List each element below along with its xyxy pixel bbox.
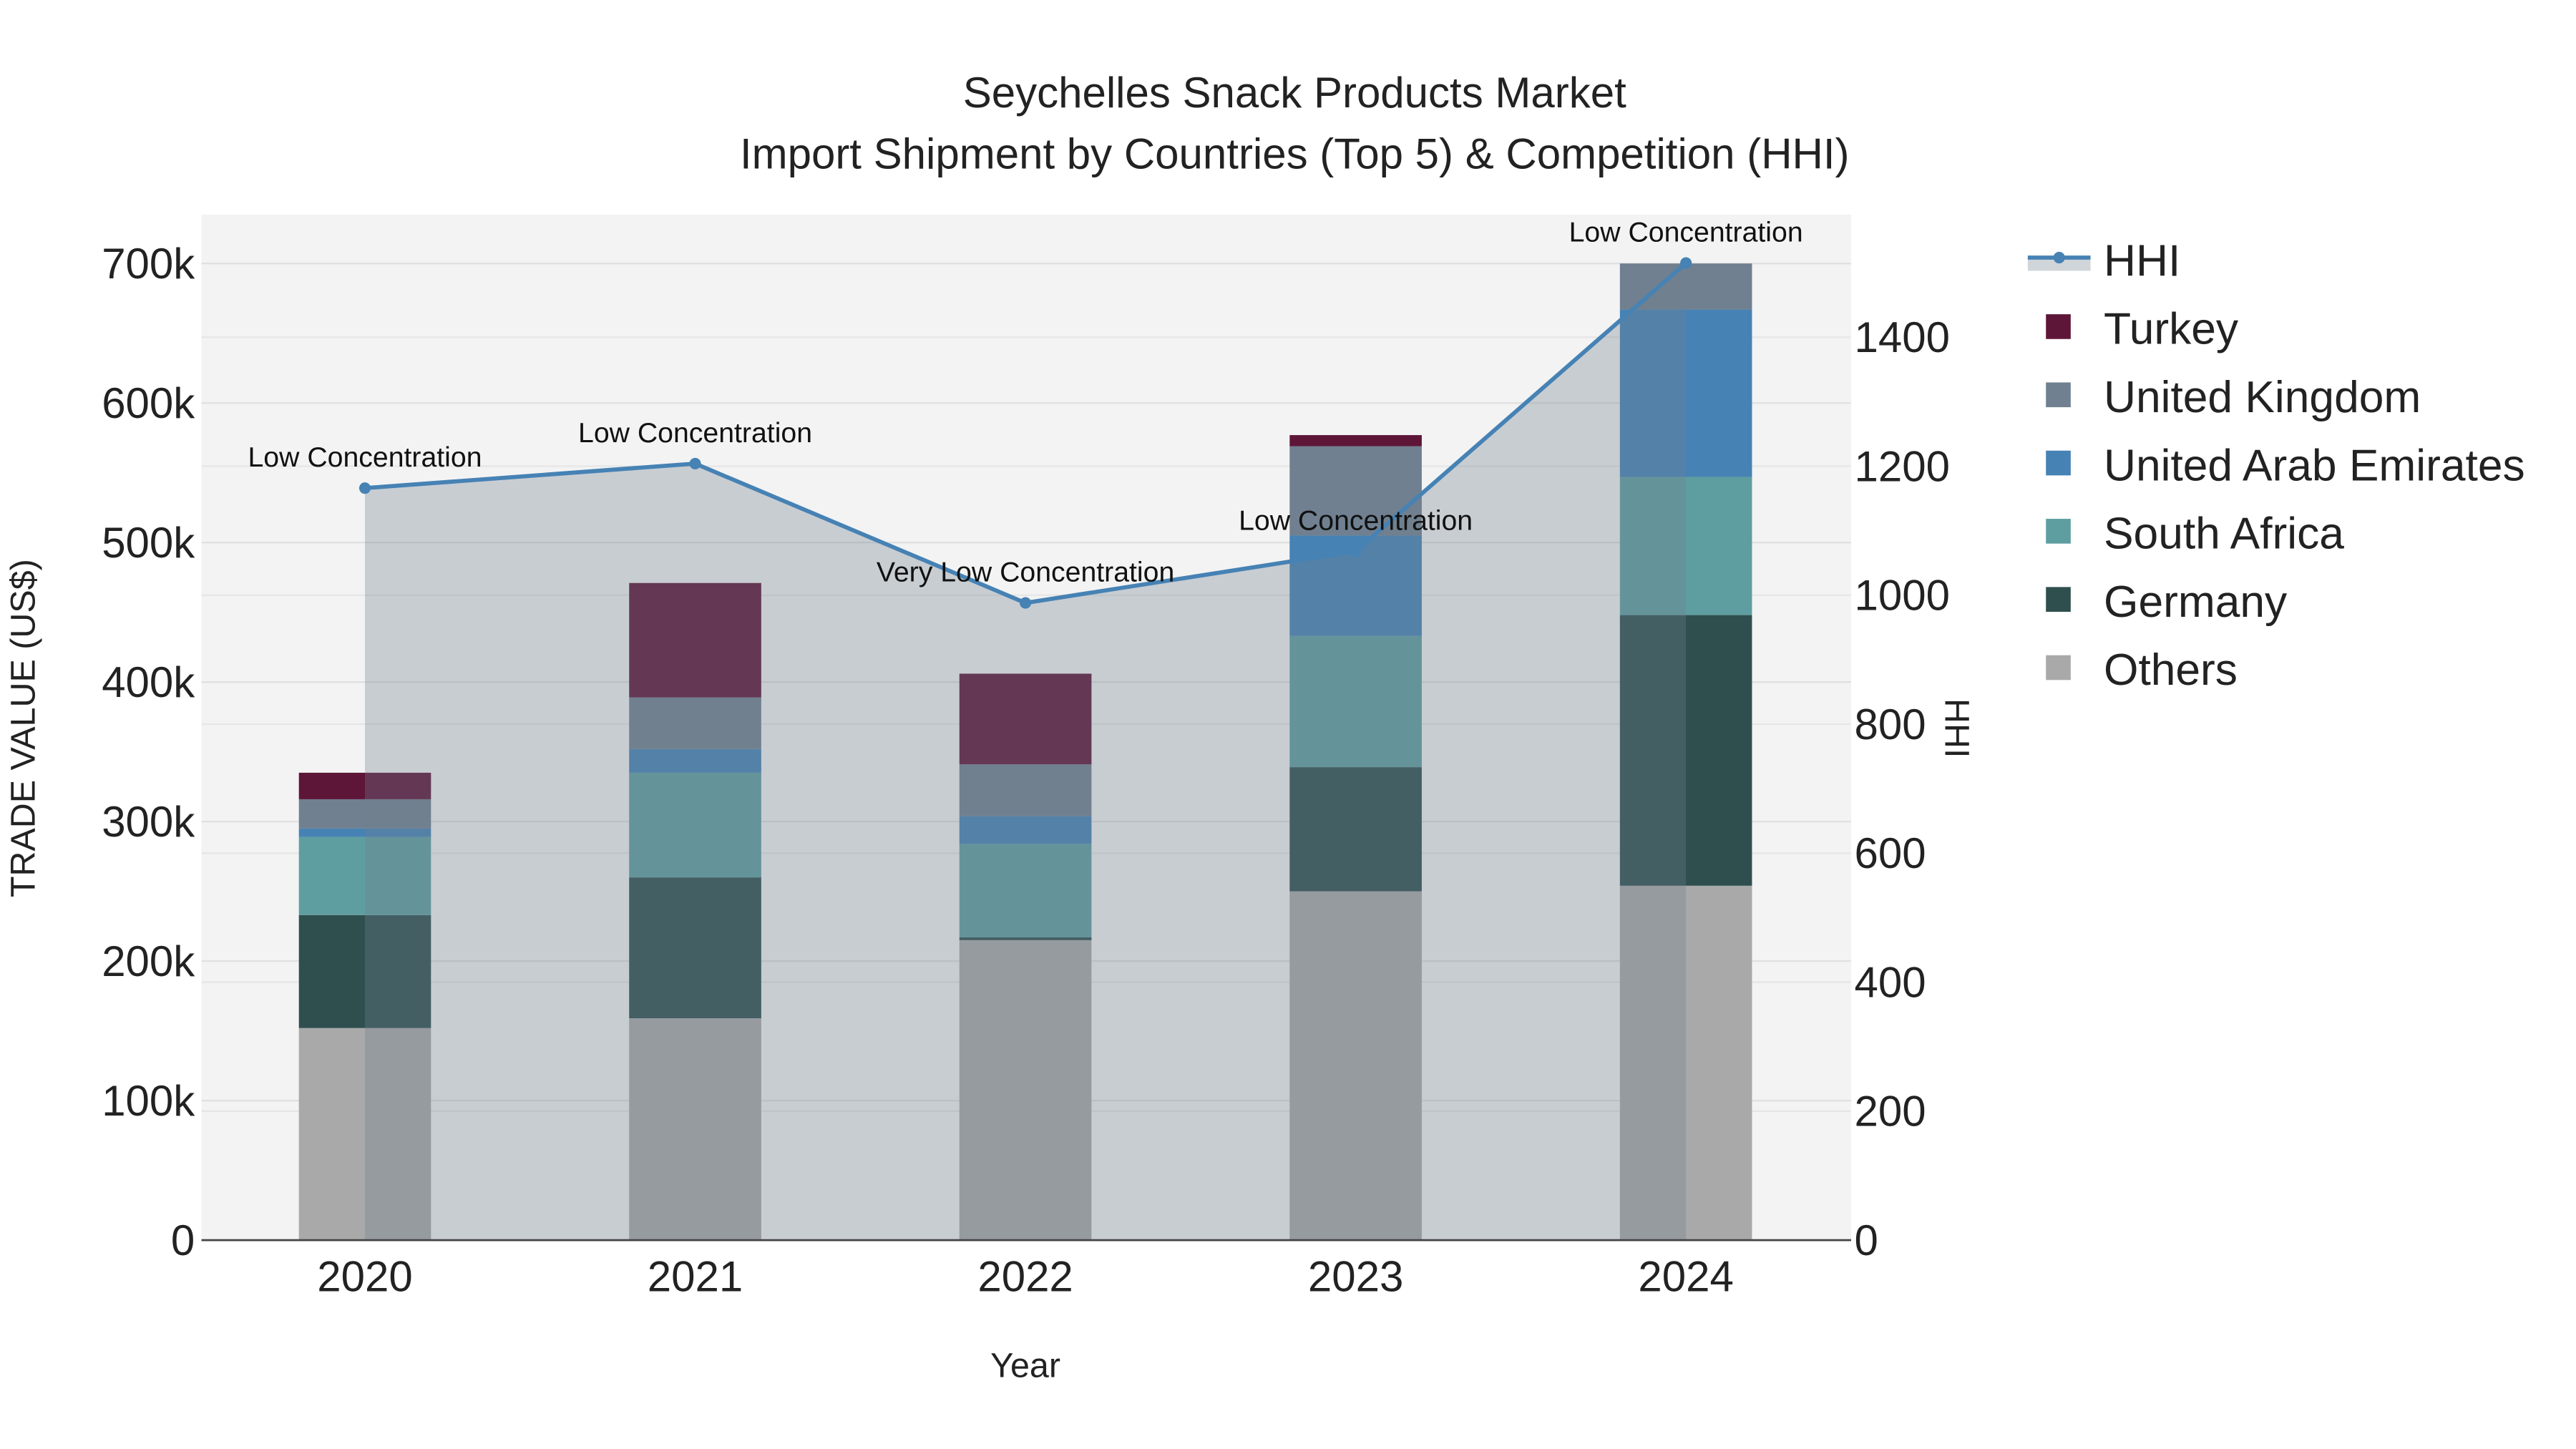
legend: HHI Turkey United Kingdom United Arab Emira…: [2027, 236, 2525, 695]
y-tick-label: 500k: [102, 519, 195, 567]
legend-label: HHI: [2104, 236, 2180, 286]
y-tick-label: 0: [171, 1216, 195, 1264]
hhi-series: Low Concentration Low Concentration Very L…: [248, 217, 1803, 1241]
hhi-annotation: Very Low Concentration: [877, 557, 1174, 588]
bar-united-arab-emirates-2022: [959, 816, 1092, 844]
bar-others-2022: [959, 940, 1092, 1241]
x-tick-label: 2024: [1638, 1253, 1733, 1301]
bar-germany-2020: [298, 914, 431, 1028]
y2-tick-label: 800: [1855, 701, 1926, 748]
legend-item-south-africa[interactable]: South Africa: [2046, 509, 2344, 559]
bar-turkey-2021: [629, 582, 761, 698]
y-tick-label: 400k: [102, 658, 195, 706]
legend-item-germany[interactable]: Germany: [2046, 577, 2288, 627]
legend-swatch-marker: [2053, 251, 2065, 264]
hhi-point-2020: [358, 482, 371, 494]
bar-others-2024: [1619, 885, 1752, 1241]
bar-united-arab-emirates-2024: [1619, 309, 1752, 477]
hhi-annotation: Low Concentration: [1569, 217, 1803, 248]
x-tick-label: 2020: [317, 1253, 412, 1301]
hhi-annotation: Low Concentration: [1239, 504, 1473, 536]
y2-tick-label: 400: [1855, 958, 1926, 1006]
x-tick-label: 2021: [648, 1253, 743, 1301]
bar-south-africa-2023: [1289, 635, 1422, 768]
bar-germany-2023: [1289, 767, 1422, 892]
legend-swatch: [2046, 519, 2071, 544]
hhi-area: [365, 263, 1687, 1241]
hhi-point-2021: [689, 457, 701, 469]
legend-item-others[interactable]: Others: [2046, 645, 2238, 695]
hhi-annotation: Low Concentration: [248, 441, 482, 473]
bar-turkey-2020: [298, 772, 431, 799]
bar-others-2023: [1289, 891, 1422, 1241]
legend-item-hhi[interactable]: HHI: [2027, 236, 2180, 286]
bar-germany-2024: [1619, 615, 1752, 886]
y-tick-label: 300k: [102, 798, 195, 846]
chart-subtitle: Import Shipment by Countries (Top 5) & C…: [740, 130, 1850, 177]
legend-swatch: [2046, 587, 2071, 612]
x-axis-title: Year: [990, 1347, 1060, 1385]
legend-swatch: [2046, 314, 2071, 339]
y2-axis-title: HHI: [1937, 698, 1976, 758]
bar-united-arab-emirates-2021: [629, 748, 761, 773]
legend-label: United Kingdom: [2104, 373, 2421, 422]
bar-united-kingdom-2020: [298, 799, 431, 829]
legend-label: Germany: [2104, 577, 2288, 627]
bar-turkey-2022: [959, 673, 1092, 765]
bar-south-africa-2022: [959, 844, 1092, 937]
y2-tick-label: 0: [1855, 1216, 1878, 1264]
y-tick-label: 700k: [102, 240, 195, 288]
hhi-annotation: Low Concentration: [578, 417, 812, 449]
chart-title: Seychelles Snack Products Market: [963, 69, 1626, 117]
bar-germany-2022: [959, 937, 1092, 940]
bar-south-africa-2020: [298, 836, 431, 915]
bars: [298, 263, 1752, 1241]
legend-swatch-area: [2027, 258, 2091, 271]
legend-label: South Africa: [2104, 509, 2344, 559]
bar-united-kingdom-2023: [1289, 446, 1422, 536]
legend-item-united-arab-emirates[interactable]: United Arab Emirates: [2046, 441, 2525, 490]
bar-united-kingdom-2021: [629, 697, 761, 749]
y2-tick-label: 1000: [1855, 572, 1950, 620]
legend-label: Turkey: [2104, 305, 2239, 354]
y2-tick-label: 600: [1855, 829, 1926, 877]
hhi-point-2022: [1020, 597, 1032, 609]
bar-south-africa-2021: [629, 772, 761, 878]
y-tick-label: 600k: [102, 379, 195, 427]
y2-tick-label: 1200: [1855, 442, 1950, 490]
y-tick-label: 100k: [102, 1077, 195, 1125]
bar-united-kingdom-2022: [959, 764, 1092, 816]
y-tick-label: 200k: [102, 937, 195, 985]
axes: 0 100k 200k 300k 400k 500k 600k 700k 0 200 400 600 8…: [102, 240, 1950, 1301]
x-tick-label: 2022: [977, 1253, 1073, 1301]
y2-tick-label: 200: [1855, 1088, 1926, 1136]
legend-swatch: [2046, 450, 2071, 476]
legend-swatch: [2046, 655, 2071, 680]
bar-south-africa-2024: [1619, 477, 1752, 615]
legend-item-united-kingdom[interactable]: United Kingdom: [2046, 373, 2421, 422]
bar-germany-2021: [629, 877, 761, 1019]
x-tick-label: 2023: [1308, 1253, 1403, 1301]
bar-others-2020: [298, 1028, 431, 1241]
y2-tick-label: 1400: [1855, 313, 1950, 361]
legend-item-turkey[interactable]: Turkey: [2046, 305, 2239, 354]
y-axis-title: TRADE VALUE (US$): [4, 559, 42, 897]
bar-united-arab-emirates-2020: [298, 828, 431, 837]
legend-label: United Arab Emirates: [2104, 441, 2525, 490]
hhi-point-2023: [1350, 545, 1362, 557]
legend-label: Others: [2104, 645, 2238, 695]
bar-turkey-2023: [1289, 435, 1422, 447]
legend-swatch: [2046, 382, 2071, 408]
bar-others-2021: [629, 1018, 761, 1241]
hhi-point-2024: [1680, 257, 1692, 269]
